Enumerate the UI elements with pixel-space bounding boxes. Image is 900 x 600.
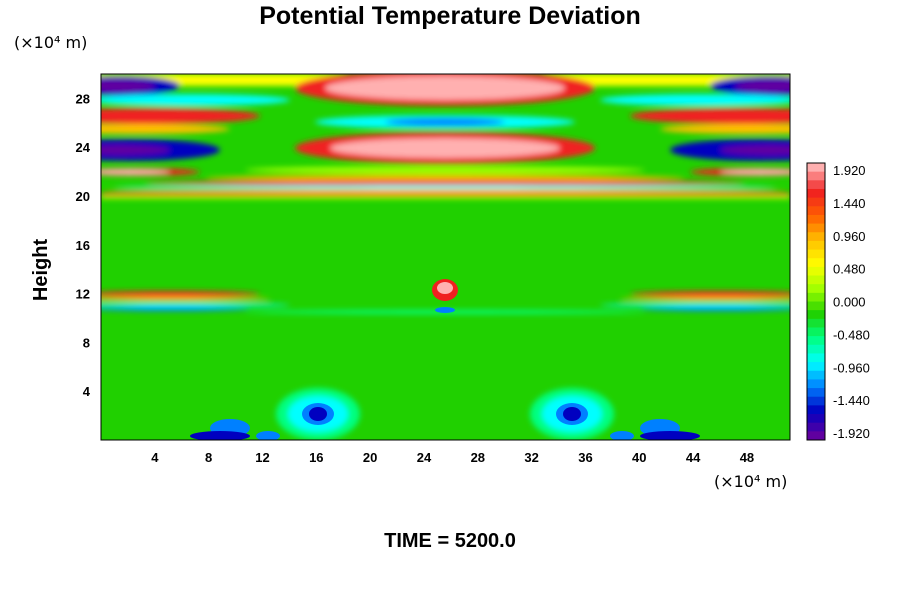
y-axis-unit: (×10⁴ m) [14,33,88,52]
colorbar-ticks: 1.920 1.440 0.960 0.480 0.000 -0.480 -0.960 -1.… [833,163,870,441]
plot-frame [100,73,791,441]
y-tick-label: 24 [76,140,91,155]
colorbar-tick-label: 0.000 [833,295,866,310]
colorbar-tick-label: 0.480 [833,262,866,277]
x-tick-label: 24 [417,450,432,465]
colorbar-swatch [807,344,825,354]
colorbar-swatch [807,232,825,242]
x-tick-label: 32 [524,450,538,465]
colorbar-swatch [807,379,825,389]
colorbar-swatch [807,206,825,216]
colorbar-swatch [807,197,825,207]
y-tick-label: 12 [76,287,90,302]
colorbar [806,162,826,441]
x-tick-label: 12 [255,450,269,465]
colorbar-tick-label: 1.920 [833,163,866,178]
heatmap-field [101,74,790,440]
colorbar-swatch [807,318,825,328]
x-tick-label: 4 [151,450,159,465]
colorbar-tick-label: -0.960 [833,360,870,375]
colorbar-swatch [807,266,825,277]
y-tick-label: 8 [83,335,90,350]
x-axis-ticks: 4 8 12 16 20 24 28 32 36 40 44 48 [151,450,754,465]
center-plume [432,279,458,313]
x-tick-label: 28 [471,450,485,465]
colorbar-swatch [807,284,825,294]
colorbar-swatch [807,422,825,432]
y-tick-label: 20 [76,189,90,204]
x-tick-label: 8 [205,450,212,465]
colorbar-swatch [807,362,825,372]
x-tick-label: 16 [309,450,323,465]
x-tick-label: 36 [578,450,592,465]
colorbar-swatch [807,396,825,406]
colorbar-swatch [807,223,825,233]
upper-bands [101,74,790,199]
colorbar-swatch [807,353,825,363]
colorbar-swatch [807,370,825,380]
colorbar-swatch [807,292,825,302]
chart-title: Potential Temperature Deviation [259,2,641,30]
y-tick-label: 4 [83,384,91,399]
x-axis-unit: (×10⁴ m) [714,472,788,491]
colorbar-tick-label: -1.440 [833,393,870,408]
colorbar-tick-label: 1.440 [833,196,866,211]
x-tick-label: 44 [686,450,701,465]
colorbar-swatch [807,327,825,337]
x-tick-label: 40 [632,450,646,465]
colorbar-tick-label: -1.920 [833,426,870,441]
mid-band [101,291,790,314]
colorbar-swatch [807,258,825,268]
y-axis-ticks: 4 8 12 16 20 24 28 [76,91,91,399]
colorbar-swatch [807,214,825,225]
colorbar-swatch [807,249,825,259]
colorbar-swatch [807,163,825,173]
colorbar-swatch [807,310,825,320]
colorbar-swatch [807,188,825,199]
colorbar-tick-label: 0.960 [833,229,866,244]
time-label: TIME = 5200.0 [384,530,516,552]
colorbar-swatch [807,301,825,311]
colorbar-swatch [807,275,825,285]
colorbar-swatch [807,388,825,398]
colorbar-swatch [807,171,825,181]
colorbar-swatch [807,414,825,424]
lower-eddies [190,388,700,440]
x-tick-label: 20 [363,450,377,465]
y-tick-label: 16 [76,238,90,253]
colorbar-swatch [807,180,825,190]
x-tick-label: 48 [740,450,754,465]
colorbar-swatch [807,336,825,346]
colorbar-swatch [807,431,825,441]
colorbar-frame [806,162,826,441]
colorbar-swatch [807,240,825,251]
y-tick-label: 28 [76,91,90,106]
colorbar-tick-label: -0.480 [833,327,870,342]
colorbar-swatch [807,405,825,415]
